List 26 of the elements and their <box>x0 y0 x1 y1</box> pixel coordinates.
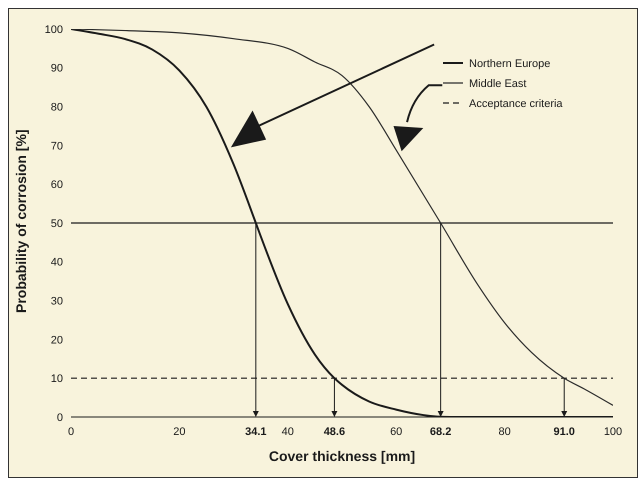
y-axis-title: Probability of corrosion [%] <box>12 129 29 313</box>
y-tick-label: 20 <box>50 334 63 346</box>
y-tick-label: 70 <box>50 140 63 152</box>
x-axis-title: Cover thickness [mm] <box>268 448 416 464</box>
legend-label: Acceptance criteria <box>469 98 564 110</box>
x-tick-label: 20 <box>173 426 186 438</box>
x-tick-label: 80 <box>498 426 511 438</box>
x-tick-label: 0 <box>68 426 74 438</box>
y-tick-label: 90 <box>50 62 63 75</box>
y-tick-label: 50 <box>50 218 63 230</box>
y-tick-label: 0 <box>56 412 63 424</box>
legend-label: Northern Europe <box>469 58 550 70</box>
y-tick-label: 80 <box>50 102 63 114</box>
x-tick-label: 60 <box>390 426 402 438</box>
legend-label: Middle East <box>469 78 526 90</box>
y-tick-label: 100 <box>44 24 63 36</box>
x-tick-label: 48.6 <box>324 426 346 438</box>
y-tick-label: 60 <box>50 179 63 192</box>
x-tick-label: 68.2 <box>430 426 452 438</box>
y-tick-label: 10 <box>50 373 63 386</box>
x-tick-label: 91.0 <box>554 426 575 438</box>
x-tick-label: 100 <box>604 426 622 438</box>
y-tick-label: 40 <box>50 256 63 269</box>
x-tick-label: 34.1 <box>245 426 267 438</box>
x-tick-label: 40 <box>282 426 294 438</box>
y-tick-label: 30 <box>50 296 63 308</box>
